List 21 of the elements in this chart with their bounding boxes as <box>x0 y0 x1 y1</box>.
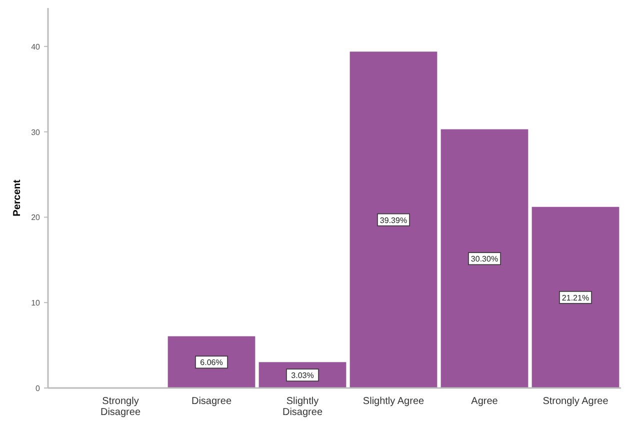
bar <box>168 336 256 388</box>
data-label: 6.06% <box>200 358 223 368</box>
bar <box>532 206 620 388</box>
y-tick-label: 40 <box>31 42 41 52</box>
bar <box>350 52 438 388</box>
x-tick-label: Slightly Disagree <box>282 396 323 418</box>
data-label: 21.21% <box>562 293 590 302</box>
y-tick-label: 10 <box>31 298 41 308</box>
data-label: 39.39% <box>380 216 408 225</box>
bar <box>440 129 528 388</box>
y-axis-title: Percent <box>12 178 23 216</box>
x-tick-label: Slightly Agree <box>362 396 425 407</box>
x-tick-label: Strongly Disagree <box>100 396 141 418</box>
x-tick-label: Agree <box>471 396 498 407</box>
x-tick-label: Strongly Agree <box>542 396 609 407</box>
data-label: 3.03% <box>291 371 314 380</box>
y-tick-label: 20 <box>31 213 41 222</box>
y-tick-label: 0 <box>36 384 41 393</box>
y-tick-label: 30 <box>31 128 41 137</box>
x-tick-label: Disagree <box>191 396 232 407</box>
data-label: 30.30% <box>470 254 498 264</box>
